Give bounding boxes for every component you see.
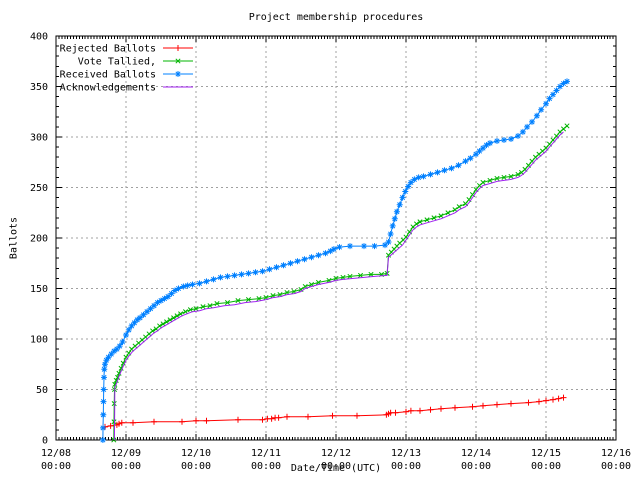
chart-title: Project membership procedures (248, 12, 424, 23)
x-tick-time-12-14: 00:00 (461, 461, 491, 472)
legend-sample-vote-tallied (163, 58, 193, 64)
legend-label-acknowledgements: Acknowledgements (60, 83, 156, 94)
x-tick-date-12-14: 12/14 (461, 448, 491, 459)
x-tick-date-12-11: 12/11 (251, 448, 281, 459)
y-tick-label-200: 200 (30, 234, 48, 245)
y-tick-label-350: 350 (30, 82, 48, 93)
y-tick-label-250: 250 (30, 183, 48, 194)
x-tick-time-12-09: 00:00 (111, 461, 141, 472)
x-tick-date-12-10: 12/10 (181, 448, 211, 459)
x-axis-label: Date/Time (UTC) (290, 463, 382, 474)
series-line-acknowledgements (113, 131, 564, 441)
x-tick-date-12-12: 12/12 (321, 448, 351, 459)
x-tick-date-12-15: 12/15 (531, 448, 561, 459)
y-tick-label-50: 50 (36, 385, 48, 396)
x-tick-time-12-16: 00:00 (601, 461, 631, 472)
legend-sample-received-ballots (163, 71, 193, 77)
x-tick-time-12-13: 00:00 (391, 461, 421, 472)
legend-sample-rejected-ballots (163, 45, 193, 51)
y-tick-label-100: 100 (30, 335, 48, 346)
x-tick-time-12-15: 00:00 (531, 461, 561, 472)
x-tick-time-12-08: 00:00 (41, 461, 71, 472)
legend-label-rejected-ballots: Rejected Ballots (60, 44, 156, 55)
grid-lines (56, 36, 616, 440)
series-line-rejected-ballots (104, 397, 564, 428)
x-tick-time-12-12: 00:00 (321, 461, 351, 472)
series-line-vote-tallied (113, 125, 568, 441)
series-markers-vote-tallied (111, 123, 570, 443)
x-tick-time-12-10: 00:00 (181, 461, 211, 472)
y-tick-label-150: 150 (30, 284, 48, 295)
x-tick-date-12-08: 12/08 (41, 448, 71, 459)
x-tick-date-12-09: 12/09 (111, 448, 141, 459)
legend-label-vote-tallied: Vote Tallied, (78, 57, 156, 68)
legend-label-received-ballots: Received Ballots (60, 70, 156, 81)
x-tick-date-12-16: 12/16 (601, 448, 631, 459)
y-tick-label-400: 400 (30, 32, 48, 43)
series-markers-rejected-ballots (102, 394, 567, 430)
y-tick-label-300: 300 (30, 133, 48, 144)
x-tick-date-12-13: 12/13 (391, 448, 421, 459)
series-markers-received-ballots (99, 78, 570, 443)
x-tick-time-12-11: 00:00 (251, 461, 281, 472)
y-tick-label-0: 0 (42, 436, 48, 447)
plot-border (55, 35, 617, 441)
series-line-received-ballots (102, 80, 568, 441)
